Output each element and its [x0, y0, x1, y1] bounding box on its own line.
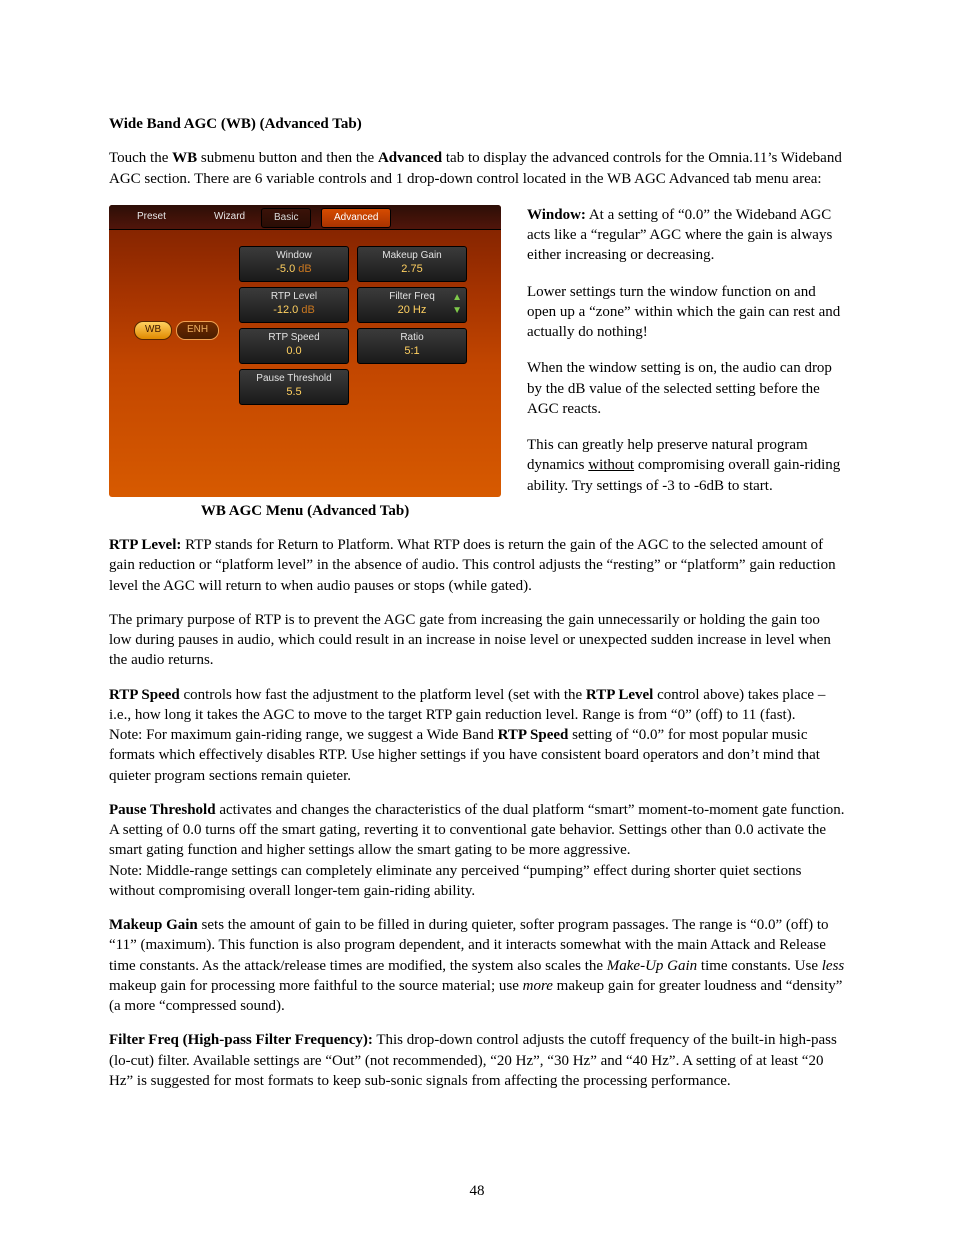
makeup-gain-b: time constants. Use	[697, 958, 822, 974]
rtp-level-paragraph-1: RTP Level: RTP stands for Return to Plat…	[109, 535, 845, 596]
intro-a: Touch the	[109, 150, 172, 166]
control-pause-value: 5.5	[286, 386, 301, 398]
control-rtplevel-value: -12.0	[273, 304, 298, 316]
control-pause-label: Pause Threshold	[240, 370, 348, 386]
preset-button[interactable]: Preset	[131, 209, 172, 225]
window-heading: Window:	[527, 207, 586, 223]
rtp-speed-paragraph: RTP Speed controls how fast the adjustme…	[109, 685, 845, 726]
window-paragraph-1: Window: At a setting of “0.0” the Wideba…	[527, 205, 845, 266]
control-window-unit: dB	[295, 263, 312, 275]
rtp-speed-a: controls how fast the adjustment to the …	[180, 687, 586, 703]
control-rtpspeed-label: RTP Speed	[240, 329, 348, 345]
rtp-speed-ref: RTP Level	[586, 687, 653, 703]
makeup-gain-c: makeup gain for processing more faithful…	[109, 978, 523, 994]
window-paragraph-4: This can greatly help preserve natural p…	[527, 435, 845, 496]
makeup-gain-paragraph: Makeup Gain sets the amount of gain to b…	[109, 915, 845, 1016]
control-rtp-level[interactable]: RTP Level -12.0 dB	[239, 287, 349, 323]
page-number: 48	[0, 1181, 954, 1201]
control-window-label: Window	[240, 247, 348, 263]
tab-advanced[interactable]: Advanced	[321, 208, 391, 228]
rtp-level-heading: RTP Level:	[109, 537, 181, 553]
advanced-label: Advanced	[378, 150, 442, 166]
control-makeup-label: Makeup Gain	[358, 247, 466, 263]
control-rtpspeed-value: 0.0	[286, 345, 301, 357]
pill-enh[interactable]: ENH	[176, 321, 219, 340]
control-window[interactable]: Window -5.0 dB	[239, 246, 349, 282]
section-title: Wide Band AGC (WB) (Advanced Tab)	[109, 114, 845, 134]
control-ratio-value: 5:1	[404, 345, 419, 357]
wizard-button[interactable]: Wizard	[208, 209, 251, 225]
rtp-speed-heading: RTP Speed	[109, 687, 180, 703]
rtp-speed-note: Note: For maximum gain-riding range, we …	[109, 725, 845, 786]
makeup-gain-less: less	[822, 958, 845, 974]
makeup-gain-more: more	[523, 978, 553, 994]
rtp-level-text: RTP stands for Return to Platform. What …	[109, 537, 836, 594]
control-filter-label: Filter Freq	[358, 288, 466, 304]
control-rtplevel-label: RTP Level	[240, 288, 348, 304]
rtp-speed-note-b: RTP Speed	[498, 727, 569, 743]
filter-freq-heading: Filter Freq (High-pass Filter Frequency)…	[109, 1032, 373, 1048]
dropdown-icon: ▲▼	[452, 291, 462, 318]
control-filter-value: 20 Hz	[398, 304, 427, 316]
control-rtp-speed[interactable]: RTP Speed 0.0	[239, 328, 349, 364]
pause-threshold-heading: Pause Threshold	[109, 802, 216, 818]
control-ratio[interactable]: Ratio 5:1	[357, 328, 467, 364]
control-makeup-value: 2.75	[401, 263, 422, 275]
makeup-gain-heading: Makeup Gain	[109, 917, 198, 933]
control-ratio-label: Ratio	[358, 329, 466, 345]
filter-freq-paragraph: Filter Freq (High-pass Filter Frequency)…	[109, 1030, 845, 1091]
window-paragraph-3: When the window setting is on, the audio…	[527, 358, 845, 419]
control-pause-threshold[interactable]: Pause Threshold 5.5	[239, 369, 349, 405]
control-makeup-gain[interactable]: Makeup Gain 2.75	[357, 246, 467, 282]
control-filter-freq[interactable]: Filter Freq 20 Hz ▲▼	[357, 287, 467, 323]
wb-agc-screenshot: Preset Wizard Basic Advanced WB ENH Wind…	[109, 205, 501, 497]
window-paragraph-2: Lower settings turn the window function …	[527, 282, 845, 343]
tab-basic[interactable]: Basic	[261, 208, 311, 228]
titlebar: Preset Wizard Basic Advanced	[109, 205, 501, 230]
wb-label: WB	[172, 150, 197, 166]
makeup-gain-i: Make-Up Gain	[607, 958, 697, 974]
control-window-value: -5.0	[276, 263, 295, 275]
pause-threshold-text: activates and changes the characteristic…	[109, 802, 845, 859]
screenshot-caption: WB AGC Menu (Advanced Tab)	[109, 501, 501, 521]
pause-threshold-note: Note: Middle-range settings can complete…	[109, 861, 845, 902]
pause-threshold-paragraph: Pause Threshold activates and changes th…	[109, 800, 845, 861]
intro-b: submenu button and then the	[197, 150, 378, 166]
rtp-speed-note-a: Note: For maximum gain-riding range, we …	[109, 727, 498, 743]
window-text-without: without	[588, 457, 634, 473]
rtp-level-paragraph-2: The primary purpose of RTP is to prevent…	[109, 610, 845, 671]
control-rtplevel-unit: dB	[298, 304, 315, 316]
pill-wb[interactable]: WB	[134, 321, 172, 340]
intro-paragraph: Touch the WB submenu button and then the…	[109, 148, 845, 189]
